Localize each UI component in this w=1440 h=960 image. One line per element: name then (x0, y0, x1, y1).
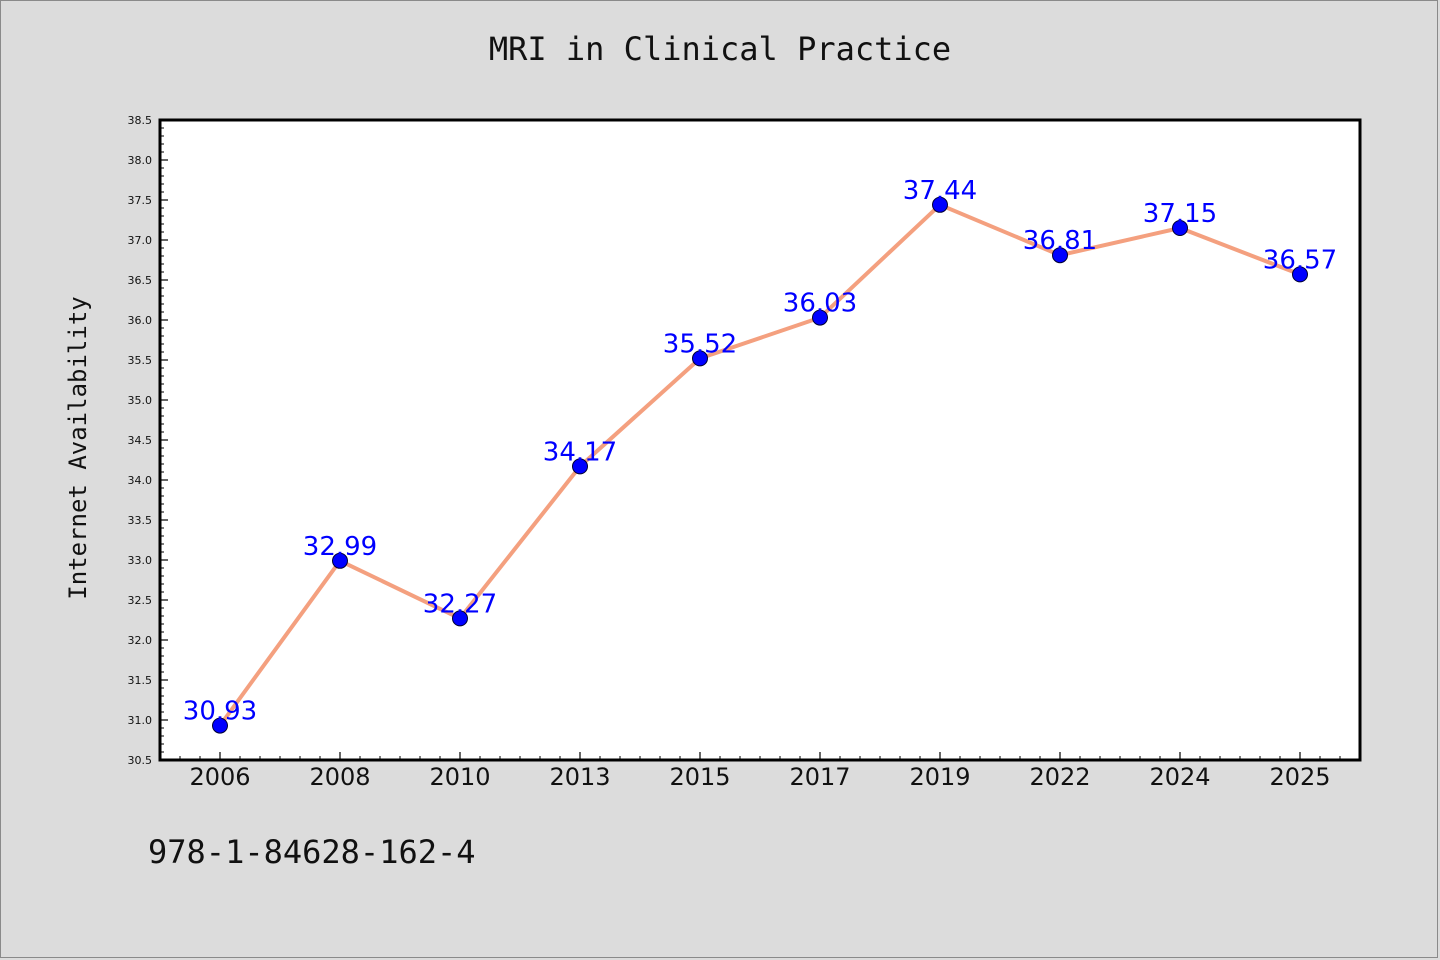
data-label: 32.27 (423, 589, 497, 619)
data-point (932, 196, 948, 213)
plot-area (158, 118, 1362, 762)
x-tick-label: 2017 (789, 763, 850, 791)
y-tick-label: 31.5 (128, 674, 153, 687)
data-label: 35.52 (663, 329, 737, 359)
x-tick-label: 2006 (189, 763, 250, 791)
x-tick-label: 2024 (1149, 763, 1210, 791)
x-tick-label: 2025 (1269, 763, 1330, 791)
y-tick-label: 35.0 (128, 394, 153, 407)
y-tick-label: 33.5 (128, 514, 153, 527)
data-label: 30.93 (183, 697, 257, 727)
y-tick-label: 34.5 (128, 434, 153, 447)
y-tick-label: 38.0 (128, 154, 153, 167)
x-tick-label: 2019 (909, 763, 970, 791)
y-tick-label: 31.0 (128, 714, 153, 727)
x-tick-label: 2008 (309, 763, 370, 791)
y-tick-label: 32.0 (128, 634, 153, 647)
data-point (812, 309, 828, 326)
x-tick-label: 2013 (549, 763, 610, 791)
isbn-code: 978-1-84628-162-4 (148, 833, 476, 871)
y-tick-label: 37.5 (128, 194, 153, 207)
data-label: 34.17 (543, 437, 617, 467)
chart-title: MRI in Clinical Practice (488, 30, 952, 68)
data-point (572, 458, 588, 475)
y-axis-label: Internet Availability (64, 296, 92, 599)
data-point (452, 610, 468, 627)
x-tick-label: 2022 (1029, 763, 1090, 791)
x-tick-label: 2010 (429, 763, 490, 791)
y-tick-label: 37.0 (128, 234, 153, 247)
data-point (1052, 247, 1068, 264)
series-layer: 30.93 32.99 32.27 34.17 35.52 36.03 37.44 36.81… (183, 176, 1337, 734)
y-tick-label: 36.5 (128, 274, 153, 287)
data-label: 37.44 (903, 176, 977, 206)
y-axis: 30.5 31.0 31.5 32.0 32.5 33.0 33.5 34.0 34.5 35.0… (128, 114, 168, 767)
series-line (218, 202, 1302, 728)
data-point (332, 552, 348, 569)
data-label: 32.99 (303, 532, 377, 562)
x-axis: 2006 2008 2010 2013 2015 2017 2019 2022 2024 2025 (179, 752, 1341, 791)
data-label: 36.03 (783, 289, 857, 319)
data-label: 36.57 (1263, 245, 1337, 275)
y-tick-label: 30.5 (128, 754, 153, 767)
y-tick-label: 34.0 (128, 474, 153, 487)
y-tick-label: 36.0 (128, 314, 153, 327)
data-point (1172, 220, 1188, 236)
x-tick-label: 2015 (669, 763, 730, 791)
y-tick-label: 35.5 (128, 354, 153, 367)
data-point (1292, 266, 1308, 283)
data-label: 36.81 (1023, 226, 1097, 256)
y-tick-label: 38.5 (128, 114, 153, 127)
data-point (212, 717, 228, 734)
data-point (692, 350, 708, 367)
y-tick-label: 33.0 (128, 554, 153, 567)
y-tick-label: 32.5 (128, 594, 153, 607)
data-label: 37.15 (1143, 199, 1217, 229)
